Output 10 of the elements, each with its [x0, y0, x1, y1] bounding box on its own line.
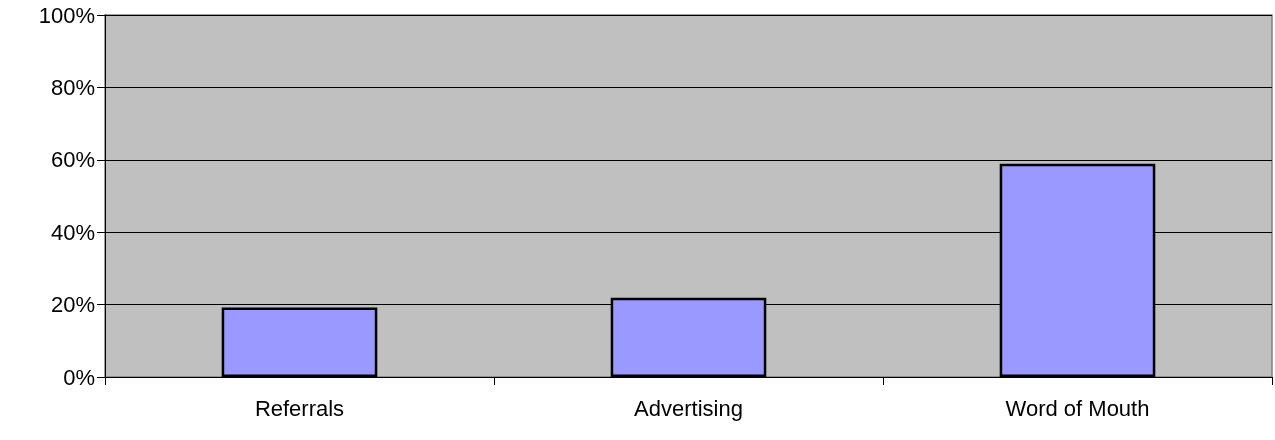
x-tick-label: Word of Mouth: [1005, 395, 1150, 421]
y-tick-label: 0%: [63, 364, 95, 390]
y-tick-label: 40%: [50, 219, 95, 245]
y-tick-label: 20%: [50, 292, 95, 318]
y-tick-label: 80%: [50, 74, 95, 100]
y-tick-label: 60%: [50, 147, 95, 173]
x-tick-label: Referrals: [254, 395, 345, 421]
x-tick-label: Advertising: [634, 395, 743, 421]
bar: [221, 307, 378, 377]
y-tick-label: 100%: [38, 2, 95, 28]
